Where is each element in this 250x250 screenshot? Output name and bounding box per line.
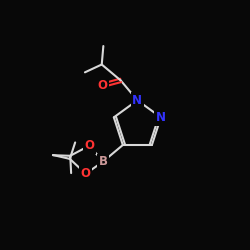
Text: O: O [97,79,107,92]
Text: O: O [84,139,94,152]
Text: N: N [156,111,166,124]
Text: O: O [81,167,91,180]
Text: B: B [98,155,108,168]
Text: N: N [132,94,142,107]
